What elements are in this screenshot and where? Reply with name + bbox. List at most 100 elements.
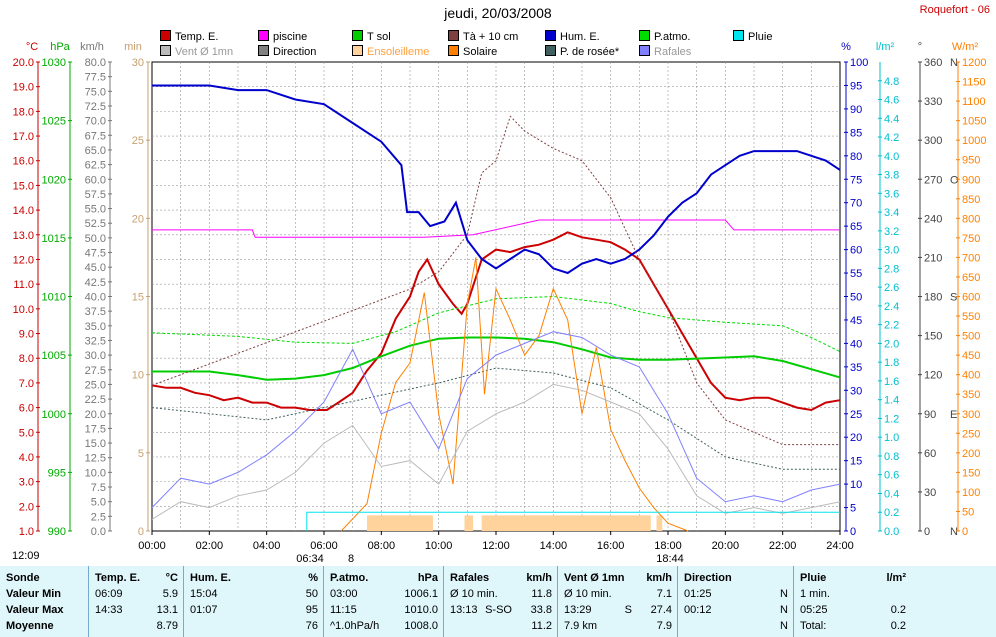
y-tick-label: 1015	[42, 233, 66, 245]
y-tick-label: 120	[924, 370, 942, 382]
y-tick-label: 0.0	[91, 526, 106, 538]
y-tick-label: 300	[924, 135, 942, 147]
y-tick-label: 1030	[42, 57, 66, 69]
legend-item: T sol	[352, 30, 391, 43]
stats-unit: l/m²	[886, 572, 906, 584]
stats-header: Direction	[684, 570, 788, 586]
y-tick-label: 450	[962, 350, 980, 362]
sunshine-bar	[481, 515, 651, 531]
y-tick-label: 750	[962, 233, 980, 245]
y-tick-label: 3.8	[884, 170, 899, 182]
y-tick-label: 360	[924, 57, 942, 69]
legend-item: Rafales	[639, 45, 691, 58]
x-tick-label: 20:00	[712, 540, 740, 552]
stats-time: 01:25	[684, 588, 712, 600]
legend-label: P.atmo.	[654, 31, 691, 43]
y-tick-label: 1.6	[884, 376, 899, 388]
y-tick-label: 70	[850, 198, 862, 210]
y-tick-label: 90	[850, 104, 862, 116]
stats-column: Rafales km/h Ø 10 min. 11.8 13:13 S-SO 33.8 11…	[443, 566, 558, 637]
stats-row: 76	[190, 618, 318, 634]
unit-temp: °C	[26, 41, 38, 53]
y-tick-label: 25	[132, 135, 144, 147]
stats-header: Vent Ø 1mn km/h	[564, 570, 672, 586]
weather-chart: 00:00 02:00 04:00 06:00 08:00 10:00 12:00 14:00…	[12, 41, 986, 565]
stats-row: 7.9 km 7.9	[564, 618, 672, 634]
legend-item: Ensoleilleme	[352, 45, 429, 58]
legend-label: Temp. E.	[175, 31, 219, 43]
stats-row: Valeur Min	[6, 588, 62, 600]
stats-row: ^1.0hPa/h 1008.0	[330, 618, 438, 634]
stats-row: Moyenne	[6, 620, 54, 632]
unit-solar: W/m²	[952, 41, 979, 53]
stats-row: 13:13 S-SO 33.8	[450, 602, 552, 618]
y-tick-label: 300	[962, 409, 980, 421]
y-tick-label: 67.5	[85, 130, 106, 142]
stats-table: Sonde Valeur Min Valeur Max Moyenne Temp. E.…	[0, 566, 996, 637]
stats-value: 27.4	[650, 604, 672, 616]
y-tick-label: 62.5	[85, 160, 106, 172]
legend-swatch	[352, 45, 363, 56]
sunshine-bar	[656, 515, 663, 531]
y-tick-label: 50.0	[85, 233, 106, 245]
y-tick-label: 3.6	[884, 188, 899, 200]
stats-header: Sonde	[6, 570, 82, 586]
y-tick-label: 1200	[962, 57, 986, 69]
stats-row: Valeur Max	[6, 604, 64, 616]
legend-label: Tà + 10 cm	[463, 31, 519, 43]
y-tick-label: 1.0	[19, 526, 34, 538]
stats-row: 00:12 N	[684, 602, 788, 618]
y-tick-label: 900	[962, 174, 980, 186]
y-tick-label: 10.0	[85, 467, 106, 479]
y-tick-label: 30	[850, 385, 862, 397]
y-tick-label: 19.0	[13, 82, 34, 94]
stats-unit: °C	[165, 572, 178, 584]
stats-title: Vent Ø 1mn	[564, 572, 625, 584]
legend-item: P.atmo.	[639, 30, 691, 43]
series-line	[151, 367, 840, 470]
direction-cardinal: N	[950, 57, 958, 69]
stats-row: Total: 0.2	[800, 618, 906, 634]
plot-area	[151, 61, 841, 532]
y-tick-label: 60.0	[85, 174, 106, 186]
x-tick-label: 06:00	[310, 540, 338, 552]
chart-title: jeudi, 20/03/2008	[444, 5, 552, 21]
y-tick-label: 2.4	[884, 301, 899, 313]
stats-time: 13:29	[564, 604, 592, 616]
legend-swatch	[448, 45, 459, 56]
y-tick-label: 15	[850, 456, 862, 468]
y-tick-label: 1000	[962, 135, 986, 147]
y-tick-label: 50	[850, 292, 862, 304]
y-tick-label: 20.0	[13, 57, 34, 69]
y-tick-label: 25.0	[85, 379, 106, 391]
stats-time: 06:09	[95, 588, 123, 600]
y-tick-label: 45.0	[85, 262, 106, 274]
y-tick-label: 18.0	[13, 106, 34, 118]
sunrise-label: 06:34	[296, 553, 324, 565]
y-tick-label: 70.0	[85, 116, 106, 128]
y-tick-label: 1050	[962, 116, 986, 128]
y-tick-label: 5.0	[91, 497, 106, 509]
legend-swatch	[545, 30, 556, 41]
y-tick-label: 0.6	[884, 470, 899, 482]
y-tick-label: 990	[48, 526, 66, 538]
series-line	[151, 383, 841, 520]
legend-label: Pluie	[748, 31, 773, 43]
stats-time: 14:33	[95, 604, 123, 616]
x-tick-label: 08:00	[368, 540, 396, 552]
legend-label: Solaire	[463, 46, 498, 58]
series-line	[152, 336, 841, 381]
legend-label: T sol	[367, 31, 391, 43]
y-tick-label: 250	[962, 428, 980, 440]
y-tick-label: 100	[962, 487, 980, 499]
legend-swatch	[448, 30, 459, 41]
y-tick-label: 95	[850, 80, 862, 92]
legend-item: Pluie	[733, 30, 772, 43]
y-tick-label: 1.8	[884, 357, 899, 369]
y-tick-label: 77.5	[85, 72, 106, 84]
y-tick-label: 65	[850, 221, 862, 233]
stats-row: 01:07 95	[190, 602, 318, 618]
stats-row: 11.2	[450, 618, 552, 634]
stats-value: N	[780, 604, 788, 616]
y-tick-label: 150	[962, 467, 980, 479]
